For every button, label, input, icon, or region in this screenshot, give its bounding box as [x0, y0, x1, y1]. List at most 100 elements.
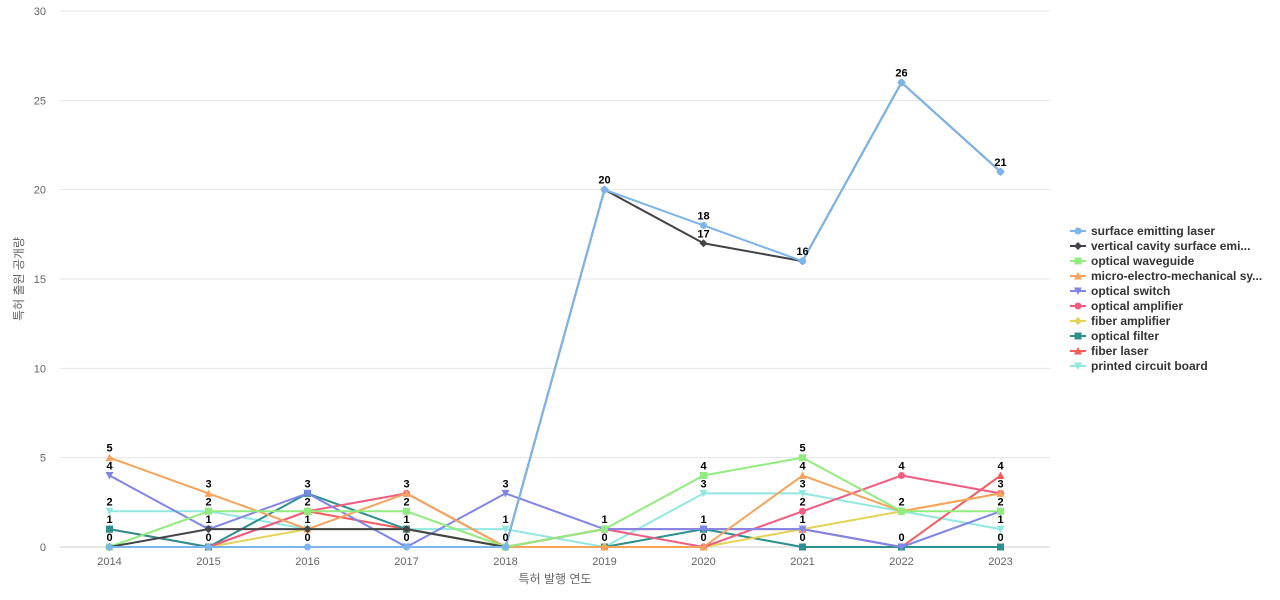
data-label: 2	[403, 496, 409, 508]
data-point	[798, 471, 807, 480]
data-point	[105, 507, 114, 516]
x-tick-label: 2014	[97, 556, 121, 568]
data-label: 2	[106, 496, 112, 508]
data-point	[502, 543, 509, 551]
data-point	[304, 543, 311, 551]
data-point	[105, 453, 114, 462]
data-point	[1074, 272, 1082, 280]
data-label: 16	[796, 246, 808, 258]
legend-label: printed circuit board	[1091, 359, 1208, 373]
data-point	[402, 489, 411, 497]
data-point	[799, 507, 806, 515]
data-point	[105, 472, 114, 480]
data-label: 1	[502, 514, 508, 526]
data-label: 3	[700, 478, 706, 490]
y-tick-label: 0	[40, 542, 46, 554]
x-axis-title: 특허 발행 연도	[519, 571, 592, 586]
data-label: 1	[106, 514, 112, 526]
x-axis: 2014 2015 2016 2017 2018 2019 2020 2021 2022 2023	[97, 556, 1012, 568]
legend-item[interactable]: optical amplifier	[1070, 299, 1183, 313]
data-point	[699, 489, 708, 498]
data-label: 5	[799, 443, 805, 455]
series-line	[109, 81, 1002, 548]
legend-label: optical waveguide	[1091, 254, 1195, 268]
data-point	[1074, 332, 1082, 340]
legend-label: surface emitting laser	[1091, 224, 1215, 238]
data-point	[1074, 257, 1082, 265]
legend-item[interactable]: optical filter	[1070, 329, 1159, 343]
data-point	[799, 257, 806, 265]
data-label: 1	[205, 514, 211, 526]
data-point	[106, 543, 113, 551]
y-tick-label: 25	[34, 95, 46, 107]
data-label: 0	[898, 532, 904, 544]
data-label: 2	[799, 496, 805, 508]
series-1	[105, 78, 1005, 551]
legend-label: optical switch	[1091, 284, 1170, 298]
data-label: 4	[106, 461, 113, 473]
y-tick-label: 30	[34, 6, 46, 18]
legend-item[interactable]: optical switch	[1070, 284, 1170, 298]
legend-item[interactable]: vertical cavity surface emi...	[1070, 239, 1250, 253]
data-label: 3	[205, 478, 211, 490]
data-point	[996, 471, 1005, 480]
legend-label: fiber amplifier	[1091, 314, 1171, 328]
data-label: 5	[106, 443, 112, 455]
data-label: 0	[997, 532, 1003, 544]
data-point	[106, 525, 113, 533]
data-label: 17	[697, 228, 709, 240]
data-point	[997, 543, 1004, 551]
legend-label: micro-electro-mechanical sy...	[1091, 269, 1262, 283]
data-label: 2	[205, 496, 211, 508]
series-line	[109, 456, 1001, 548]
data-label: 1	[304, 514, 310, 526]
data-point	[1074, 317, 1082, 325]
data-point	[403, 507, 410, 515]
data-point	[303, 525, 312, 534]
legend-label: fiber laser	[1091, 344, 1149, 358]
data-point	[303, 489, 312, 498]
data-label: 0	[502, 532, 508, 544]
data-point	[501, 489, 510, 498]
data-point	[1074, 347, 1082, 355]
data-label: 0	[700, 532, 706, 544]
data-label: 3	[304, 478, 310, 490]
data-point	[402, 525, 411, 534]
legend-item[interactable]: optical waveguide	[1070, 254, 1195, 268]
x-tick-label: 2023	[988, 556, 1012, 568]
data-point	[699, 525, 708, 534]
data-label: 3	[403, 478, 409, 490]
legend-item[interactable]: surface emitting laser	[1070, 224, 1215, 238]
data-point	[996, 489, 1005, 497]
legend-item[interactable]: printed circuit board	[1070, 359, 1208, 373]
x-tick-label: 2022	[889, 556, 913, 568]
legend-item[interactable]: fiber laser	[1070, 344, 1149, 358]
data-point	[204, 489, 213, 497]
data-label: 26	[895, 67, 907, 79]
data-point	[700, 472, 707, 480]
x-tick-label: 2015	[196, 556, 220, 568]
data-label: 3	[502, 478, 508, 490]
data-point	[799, 543, 806, 551]
data-point	[898, 472, 905, 480]
legend-item[interactable]: fiber amplifier	[1070, 314, 1171, 328]
data-label: 0	[304, 532, 310, 544]
data-label: 18	[697, 210, 709, 222]
legend-item[interactable]: micro-electro-mechanical sy...	[1070, 269, 1262, 283]
x-tick-label: 2016	[295, 556, 319, 568]
data-point	[996, 525, 1005, 534]
data-point	[997, 507, 1004, 515]
data-point	[304, 507, 311, 515]
data-label: 0	[403, 532, 409, 544]
data-label: 2	[304, 496, 310, 508]
data-point	[799, 454, 806, 462]
data-label: 2	[898, 496, 904, 508]
data-point	[1074, 302, 1082, 310]
data-label: 3	[799, 478, 805, 490]
data-label: 21	[994, 157, 1006, 169]
data-point	[1074, 287, 1082, 295]
data-label: 0	[205, 532, 211, 544]
